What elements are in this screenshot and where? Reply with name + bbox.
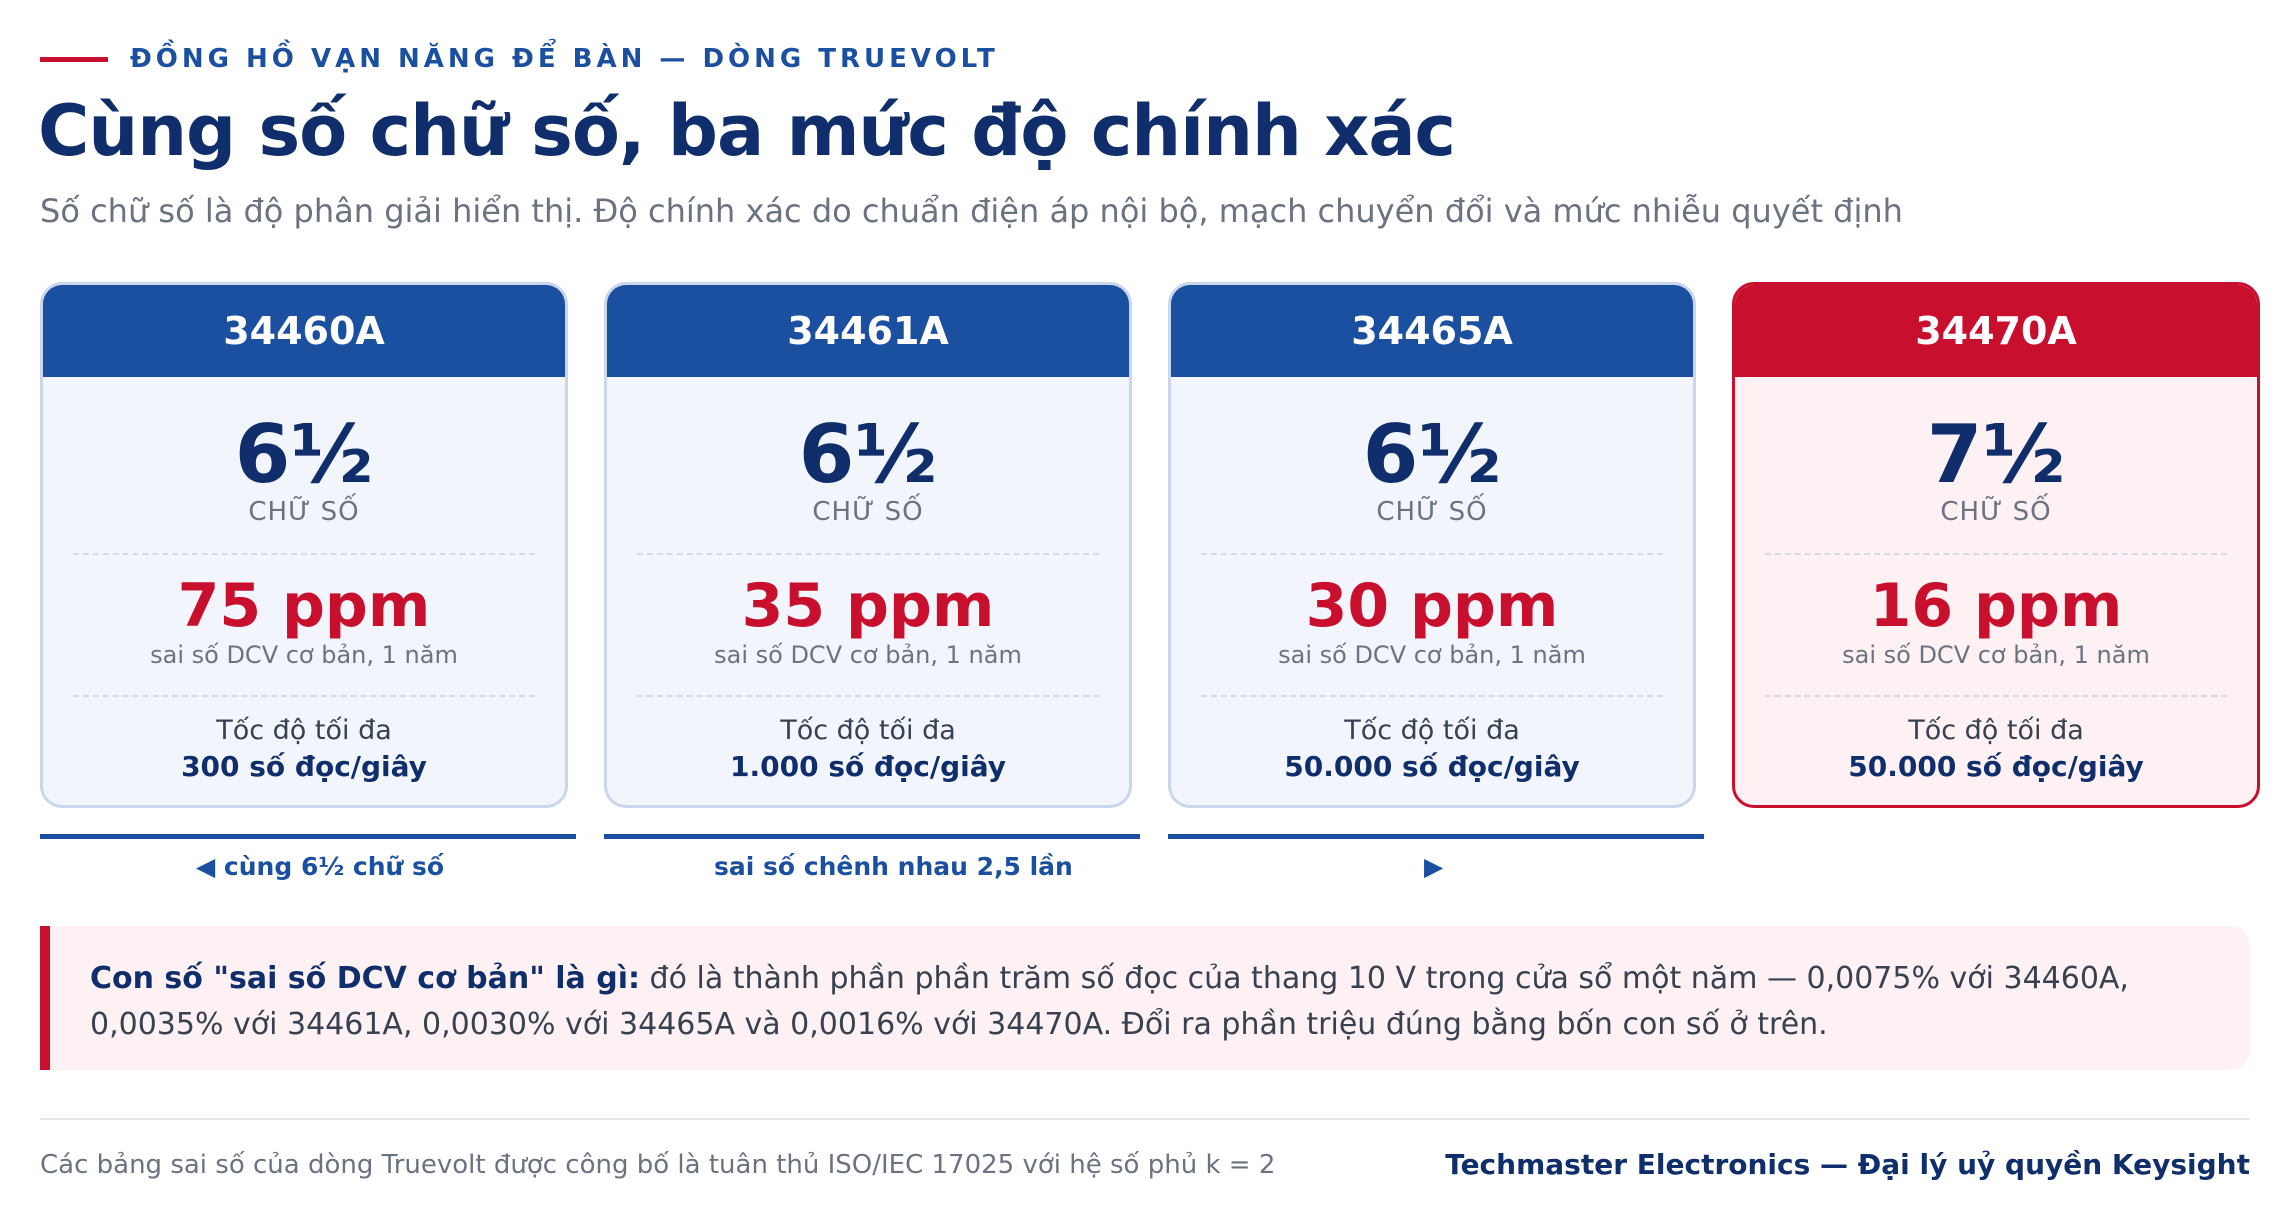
ppm-value: 75 ppm [177, 571, 431, 641]
divider [1765, 553, 2227, 555]
divider [1201, 553, 1663, 555]
speed-value: 50.000 số đọc/giây [1284, 750, 1580, 783]
page-title: Cùng số chữ số, ba mức độ chính xác [38, 90, 1456, 172]
speed-label: Tốc độ tối đa [1908, 715, 2084, 746]
digit-count: 6½ [1362, 408, 1502, 501]
model-card-34460a: 34460A 6½ CHỮ SỐ 75 ppm sai số DCV cơ bả… [40, 282, 568, 808]
bracket-note-middle: sai số chênh nhau 2,5 lần [714, 852, 1073, 881]
model-card-34470a: 34470A 7½ CHỮ SỐ 16 ppm sai số DCV cơ bả… [1732, 282, 2260, 808]
speed-label: Tốc độ tối đa [216, 715, 392, 746]
bracket-line-3 [1168, 834, 1704, 839]
ppm-value: 30 ppm [1305, 571, 1559, 641]
right-arrow-icon: ▶ [1424, 852, 1444, 881]
ppm-value: 16 ppm [1869, 571, 2123, 641]
divider [73, 553, 535, 555]
bracket-line-2 [604, 834, 1140, 839]
ppm-label: sai số DCV cơ bản, 1 năm [1278, 641, 1586, 669]
callout-lead: Con số "sai số DCV cơ bản" là gì: [90, 961, 641, 996]
digit-count: 6½ [798, 408, 938, 501]
ppm-value: 35 ppm [741, 571, 995, 641]
speed-label: Tốc độ tối đa [780, 715, 956, 746]
ppm-label: sai số DCV cơ bản, 1 năm [1842, 641, 2150, 669]
eyebrow-text: ĐỒNG HỒ VẠN NĂNG ĐỂ BÀN — DÒNG TRUEVOLT [130, 44, 999, 74]
divider [73, 695, 535, 697]
digit-count: 7½ [1926, 408, 2066, 501]
eyebrow: ĐỒNG HỒ VẠN NĂNG ĐỂ BÀN — DÒNG TRUEVOLT [40, 44, 999, 74]
model-name: 34460A [43, 285, 565, 377]
model-name: 34470A [1735, 285, 2257, 377]
model-card-34461a: 34461A 6½ CHỮ SỐ 35 ppm sai số DCV cơ bả… [604, 282, 1132, 808]
definition-callout: Con số "sai số DCV cơ bản" là gì: đó là … [40, 926, 2250, 1070]
footer-note: Các bảng sai số của dòng Truevolt được c… [40, 1150, 1276, 1180]
speed-label: Tốc độ tối đa [1344, 715, 1520, 746]
bracket-note-left: ◀ cùng 6½ chữ số [196, 852, 445, 881]
divider [637, 553, 1099, 555]
bracket-line-1 [40, 834, 576, 839]
model-name: 34465A [1171, 285, 1693, 377]
speed-value: 50.000 số đọc/giây [1848, 750, 2144, 783]
speed-value: 300 số đọc/giây [181, 750, 427, 783]
footer-divider [40, 1118, 2250, 1120]
callout-body: đó là thành phần phần trăm số đọc của th… [90, 961, 2129, 1042]
digit-label: CHỮ SỐ [248, 497, 360, 527]
digit-label: CHỮ SỐ [812, 497, 924, 527]
ppm-label: sai số DCV cơ bản, 1 năm [714, 641, 1022, 669]
model-name: 34461A [607, 285, 1129, 377]
divider [1765, 695, 2227, 697]
model-card-34465a: 34465A 6½ CHỮ SỐ 30 ppm sai số DCV cơ bả… [1168, 282, 1696, 808]
digit-label: CHỮ SỐ [1376, 497, 1488, 527]
speed-value: 1.000 số đọc/giây [730, 750, 1006, 783]
ppm-label: sai số DCV cơ bản, 1 năm [150, 641, 458, 669]
page-subtitle: Số chữ số là độ phân giải hiển thị. Độ c… [40, 192, 1903, 230]
divider [1201, 695, 1663, 697]
divider [637, 695, 1099, 697]
digit-label: CHỮ SỐ [1940, 497, 2052, 527]
digit-count: 6½ [234, 408, 374, 501]
eyebrow-accent-bar [40, 56, 108, 62]
footer-brand: Techmaster Electronics — Đại lý uỷ quyền… [1445, 1148, 2250, 1181]
